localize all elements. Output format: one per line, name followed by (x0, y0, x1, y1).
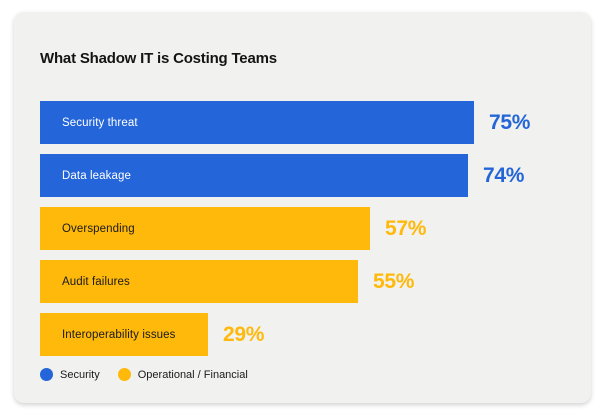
bar-value: 75% (489, 110, 531, 134)
chart-title: What Shadow IT is Costing Teams (40, 50, 277, 67)
bar-row: Security threat 75% (40, 101, 565, 144)
bar-row: Interoperability issues 29% (40, 313, 565, 356)
bar-value: 57% (385, 216, 427, 240)
bar-label: Security threat (62, 116, 138, 129)
bar-row: Data leakage 74% (40, 154, 565, 197)
bar-chart: Security threat 75% Data leakage 74% Overspe… (40, 101, 565, 356)
bar-row: Overspending 57% (40, 207, 565, 250)
bar-value: 29% (223, 322, 265, 346)
chart-legend: Security Operational / Financial (40, 368, 565, 381)
legend-item: Operational / Financial (117, 368, 248, 381)
bar-label: Audit failures (62, 275, 130, 288)
bar-label: Data leakage (62, 169, 131, 182)
legend-dot-icon (117, 368, 131, 381)
legend-label: Operational / Financial (137, 368, 248, 381)
bar-row: Audit failures 55% (40, 260, 565, 303)
bar-label: Overspending (62, 222, 135, 235)
legend-label: Security (60, 368, 100, 381)
bar-label: Interoperability issues (62, 328, 176, 341)
bar: Overspending (40, 207, 370, 250)
bar-value: 55% (373, 269, 415, 293)
chart-card: What Shadow IT is Costing Teams Security… (14, 12, 591, 403)
legend-item: Security (40, 368, 100, 381)
legend-dot-icon (40, 368, 53, 381)
bar: Audit failures (40, 260, 358, 303)
bar: Data leakage (40, 154, 468, 197)
bar: Security threat (40, 101, 474, 144)
bar-value: 74% (483, 163, 525, 187)
bar: Interoperability issues (40, 313, 208, 356)
